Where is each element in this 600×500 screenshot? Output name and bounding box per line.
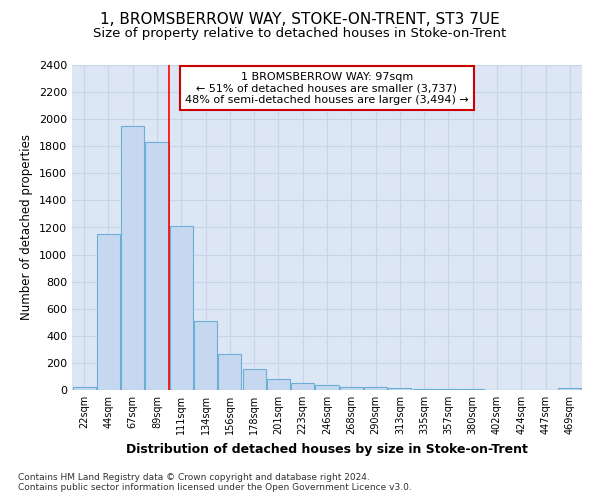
Bar <box>291 383 314 390</box>
Bar <box>364 388 387 390</box>
X-axis label: Distribution of detached houses by size in Stoke-on-Trent: Distribution of detached houses by size … <box>126 442 528 456</box>
Bar <box>145 142 169 390</box>
Bar <box>73 386 95 390</box>
Bar <box>218 354 241 390</box>
Bar <box>267 379 290 390</box>
Bar <box>388 388 412 390</box>
Text: Size of property relative to detached houses in Stoke-on-Trent: Size of property relative to detached ho… <box>94 28 506 40</box>
Bar <box>413 388 436 390</box>
Bar <box>194 321 217 390</box>
Y-axis label: Number of detached properties: Number of detached properties <box>20 134 34 320</box>
Bar <box>242 369 266 390</box>
Bar <box>97 234 120 390</box>
Bar <box>316 384 338 390</box>
Bar <box>121 126 144 390</box>
Text: 1, BROMSBERROW WAY, STOKE-ON-TRENT, ST3 7UE: 1, BROMSBERROW WAY, STOKE-ON-TRENT, ST3 … <box>100 12 500 28</box>
Text: 1 BROMSBERROW WAY: 97sqm
← 51% of detached houses are smaller (3,737)
48% of sem: 1 BROMSBERROW WAY: 97sqm ← 51% of detach… <box>185 72 469 104</box>
Text: Contains public sector information licensed under the Open Government Licence v3: Contains public sector information licen… <box>18 484 412 492</box>
Bar <box>559 388 581 390</box>
Bar <box>170 226 193 390</box>
Bar <box>340 388 363 390</box>
Text: Contains HM Land Registry data © Crown copyright and database right 2024.: Contains HM Land Registry data © Crown c… <box>18 474 370 482</box>
